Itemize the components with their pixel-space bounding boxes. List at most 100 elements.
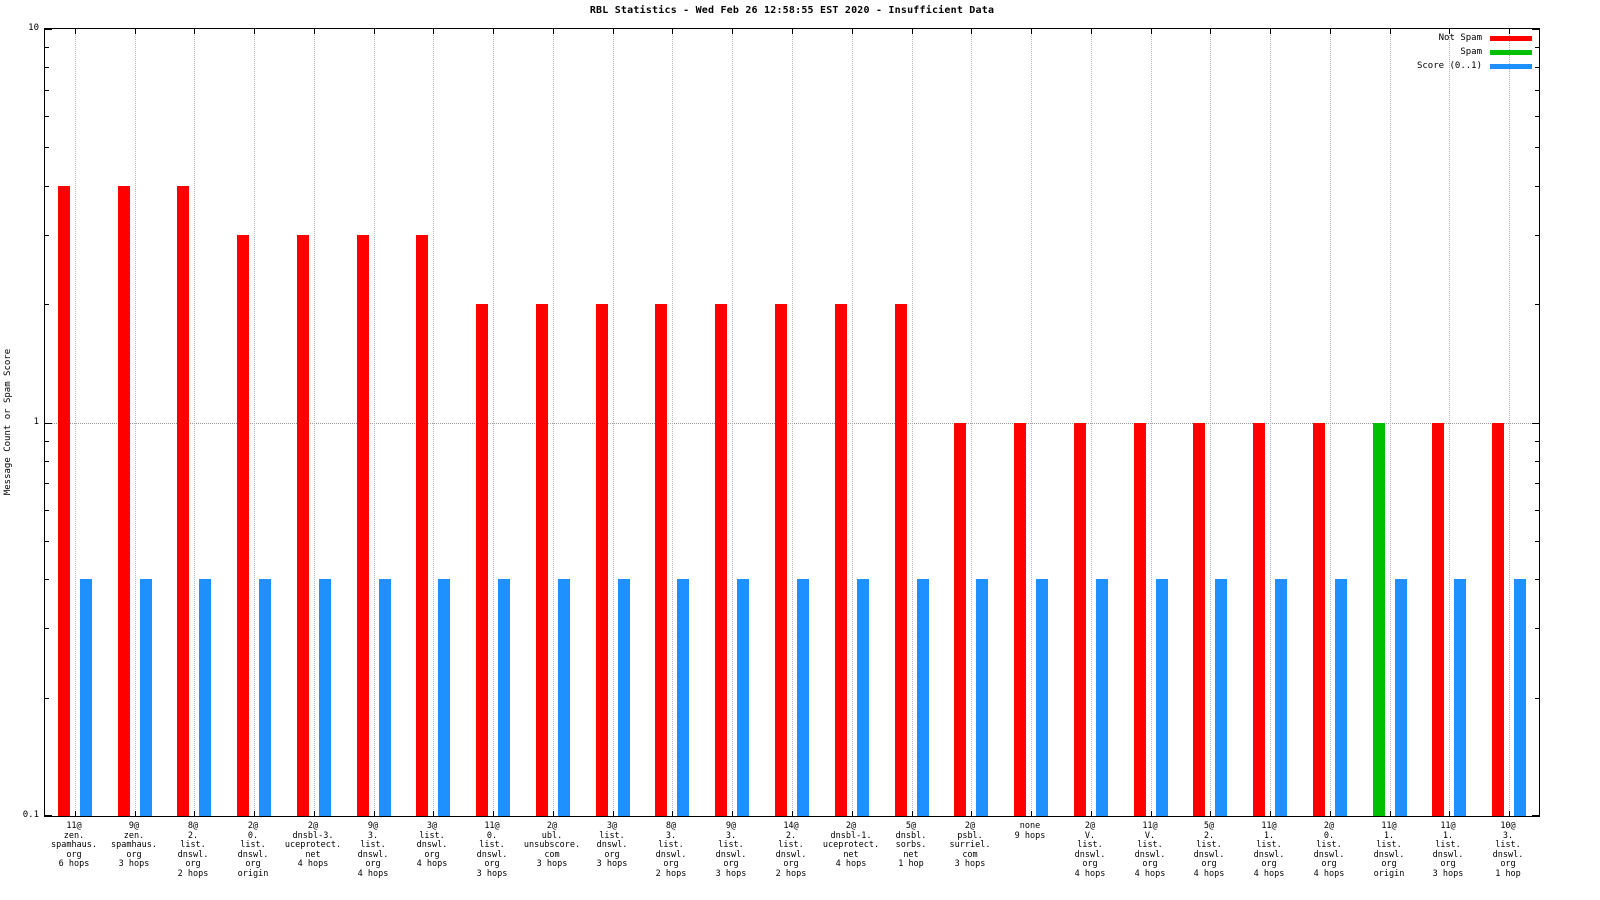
bar-score bbox=[1096, 579, 1108, 816]
x-tick bbox=[852, 811, 853, 816]
y-major-tick bbox=[1532, 815, 1539, 816]
x-tick-top bbox=[912, 29, 913, 34]
x-tick bbox=[1509, 811, 1510, 816]
x-gridline bbox=[852, 29, 853, 816]
bar-score bbox=[1514, 579, 1526, 816]
x-tick-top bbox=[135, 29, 136, 34]
legend-item: Spam bbox=[1460, 47, 1532, 57]
x-gridline bbox=[1270, 29, 1271, 816]
y-minor-tick bbox=[1535, 185, 1539, 187]
x-tick bbox=[1390, 811, 1391, 816]
x-tick-label: 11@ 0. list. dnswl. org 3 hops bbox=[476, 821, 508, 879]
bar-score bbox=[1395, 579, 1407, 816]
x-tick-top bbox=[852, 29, 853, 34]
x-tick-label: 9@ zen. spamhaus. org 3 hops bbox=[110, 821, 158, 869]
bar-not-spam bbox=[1074, 422, 1086, 816]
x-tick bbox=[1151, 811, 1152, 816]
x-tick-label: 2@ ubl. unsubscore. com 3 hops bbox=[523, 821, 581, 869]
x-tick-top bbox=[75, 29, 76, 34]
bar-score bbox=[259, 579, 271, 816]
x-tick bbox=[194, 811, 195, 816]
bar-not-spam bbox=[775, 304, 787, 816]
x-tick-label: 11@ zen. spamhaus. org 6 hops bbox=[50, 821, 98, 869]
bar-not-spam bbox=[357, 234, 369, 816]
y-minor-tick bbox=[45, 185, 49, 187]
y-minor-tick bbox=[1535, 628, 1539, 630]
y-minor-tick bbox=[1535, 89, 1539, 91]
y-minor-tick bbox=[45, 234, 49, 236]
y-minor-tick bbox=[45, 304, 49, 306]
bar-score bbox=[797, 579, 809, 816]
x-gridline bbox=[314, 29, 315, 816]
x-gridline bbox=[433, 29, 434, 816]
legend: Not Spam Spam Score (0..1) bbox=[1417, 33, 1532, 71]
bar-not-spam bbox=[1253, 422, 1265, 816]
y-minor-tick bbox=[45, 147, 49, 149]
legend-item: Score (0..1) bbox=[1417, 61, 1532, 71]
y-minor-tick bbox=[1535, 483, 1539, 485]
x-gridline bbox=[1091, 29, 1092, 816]
x-tick-top bbox=[1091, 29, 1092, 34]
y-minor-tick bbox=[1535, 234, 1539, 236]
x-tick bbox=[433, 811, 434, 816]
x-tick-label: 5@ dnsbl. sorbs. net 1 hop bbox=[895, 821, 927, 869]
bar-score bbox=[438, 579, 450, 816]
x-tick-label: 2@ dnsbl-3. uceprotect. net 4 hops bbox=[284, 821, 342, 869]
x-tick-label: 11@ V. list. dnswl. org 4 hops bbox=[1134, 821, 1166, 879]
x-gridline bbox=[1330, 29, 1331, 816]
x-gridline bbox=[75, 29, 76, 816]
x-gridline bbox=[732, 29, 733, 816]
x-tick-label: 2@ 0. list. dnswl. org origin bbox=[237, 821, 269, 879]
bar-score bbox=[976, 579, 988, 816]
x-tick bbox=[672, 811, 673, 816]
y-minor-tick bbox=[1535, 579, 1539, 581]
x-tick-label: 2@ psbl. surriel. com 3 hops bbox=[949, 821, 991, 869]
bar-not-spam bbox=[476, 304, 488, 816]
x-tick-label: 8@ 3. list. dnswl. org 2 hops bbox=[655, 821, 687, 879]
x-gridline bbox=[1449, 29, 1450, 816]
x-tick-label: none 9 hops bbox=[1014, 821, 1046, 841]
x-tick-label: 3@ list. dnswl. org 4 hops bbox=[416, 821, 448, 869]
legend-label: Spam bbox=[1460, 47, 1482, 57]
x-tick bbox=[374, 811, 375, 816]
x-tick-label: 9@ 3. list. dnswl. org 3 hops bbox=[715, 821, 747, 879]
x-gridline bbox=[1210, 29, 1211, 816]
y-minor-tick bbox=[1535, 509, 1539, 511]
y-minor-tick bbox=[45, 89, 49, 91]
x-tick-label: 11@ 1. list. dnswl. org 4 hops bbox=[1253, 821, 1285, 879]
y-minor-tick bbox=[1535, 460, 1539, 462]
bar-score bbox=[558, 579, 570, 816]
y-minor-tick bbox=[45, 483, 49, 485]
y-minor-tick bbox=[45, 628, 49, 630]
bar-not-spam bbox=[1193, 422, 1205, 816]
bar-score bbox=[379, 579, 391, 816]
x-gridline bbox=[912, 29, 913, 816]
x-tick bbox=[912, 811, 913, 816]
y-minor-tick bbox=[1535, 147, 1539, 149]
x-tick bbox=[493, 811, 494, 816]
bar-score bbox=[618, 579, 630, 816]
bar-not-spam bbox=[954, 422, 966, 816]
x-tick-label: 11@ 1. list. dnswl. org 3 hops bbox=[1432, 821, 1464, 879]
x-gridline bbox=[971, 29, 972, 816]
x-tick bbox=[135, 811, 136, 816]
x-tick-label: 2@ V. list. dnswl. org 4 hops bbox=[1074, 821, 1106, 879]
x-tick-top bbox=[433, 29, 434, 34]
bar-not-spam bbox=[118, 185, 130, 816]
y-minor-tick bbox=[1535, 697, 1539, 699]
bar-not-spam bbox=[895, 304, 907, 816]
x-gridline bbox=[1509, 29, 1510, 816]
y-minor-tick bbox=[1535, 304, 1539, 306]
x-tick-label: 2@ dnsbl-1. uceprotect. net 4 hops bbox=[822, 821, 880, 869]
x-tick-top bbox=[1151, 29, 1152, 34]
x-tick-top bbox=[194, 29, 195, 34]
y-minor-tick bbox=[45, 509, 49, 511]
x-tick-top bbox=[553, 29, 554, 34]
plot-area: Not Spam Spam Score (0..1) bbox=[44, 28, 1540, 817]
bar-not-spam bbox=[1492, 422, 1504, 816]
x-gridline bbox=[194, 29, 195, 816]
x-tick-top bbox=[374, 29, 375, 34]
y-minor-tick bbox=[45, 460, 49, 462]
x-gridline bbox=[254, 29, 255, 816]
